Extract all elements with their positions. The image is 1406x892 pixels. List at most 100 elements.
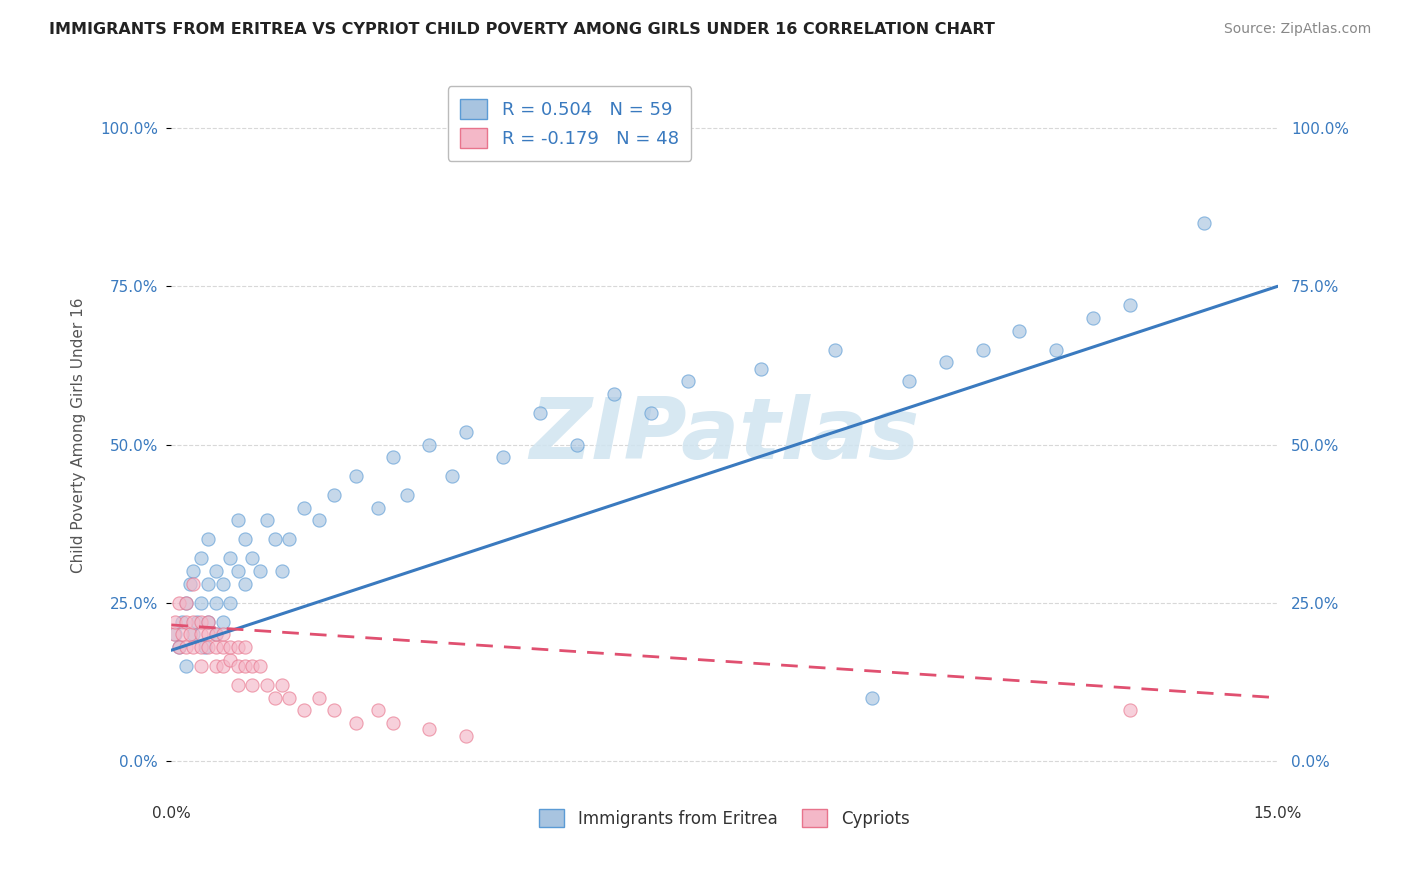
Point xyxy=(308,690,330,705)
Point xyxy=(183,576,205,591)
Point xyxy=(167,596,190,610)
Point xyxy=(219,653,242,667)
Point xyxy=(163,615,186,629)
Point xyxy=(226,640,249,654)
Point xyxy=(242,551,264,566)
Point xyxy=(381,716,404,731)
Point xyxy=(174,615,197,629)
Point xyxy=(1119,298,1142,312)
Point xyxy=(292,500,315,515)
Point xyxy=(1045,343,1067,357)
Point xyxy=(256,514,278,528)
Point xyxy=(492,450,515,465)
Point xyxy=(271,678,294,692)
Point xyxy=(174,640,197,654)
Point xyxy=(1083,310,1105,325)
Point xyxy=(190,659,212,673)
Point xyxy=(263,690,285,705)
Point xyxy=(249,659,271,673)
Point xyxy=(233,659,256,673)
Point xyxy=(162,627,184,641)
Point xyxy=(367,703,389,717)
Legend: Immigrants from Eritrea, Cypriots: Immigrants from Eritrea, Cypriots xyxy=(533,803,917,834)
Point xyxy=(204,564,226,578)
Point xyxy=(418,723,440,737)
Point xyxy=(676,374,699,388)
Point xyxy=(256,678,278,692)
Point xyxy=(322,703,344,717)
Point xyxy=(183,615,205,629)
Point xyxy=(204,659,226,673)
Point xyxy=(292,703,315,717)
Text: ZIPatlas: ZIPatlas xyxy=(529,393,920,476)
Point xyxy=(824,343,846,357)
Point xyxy=(242,659,264,673)
Point xyxy=(860,690,883,705)
Point xyxy=(212,576,235,591)
Point xyxy=(226,659,249,673)
Point xyxy=(233,533,256,547)
Point xyxy=(529,406,551,420)
Point xyxy=(1008,324,1031,338)
Point xyxy=(179,576,201,591)
Point xyxy=(396,488,419,502)
Point xyxy=(190,551,212,566)
Point xyxy=(183,640,205,654)
Point xyxy=(197,533,219,547)
Point xyxy=(456,425,478,439)
Point xyxy=(212,627,235,641)
Point xyxy=(751,361,773,376)
Point xyxy=(197,627,219,641)
Point xyxy=(204,627,226,641)
Point xyxy=(167,640,190,654)
Point xyxy=(278,690,301,705)
Point xyxy=(233,640,256,654)
Point xyxy=(271,564,294,578)
Point xyxy=(197,615,219,629)
Point xyxy=(249,564,271,578)
Point xyxy=(640,406,662,420)
Y-axis label: Child Poverty Among Girls Under 16: Child Poverty Among Girls Under 16 xyxy=(72,297,86,573)
Point xyxy=(183,564,205,578)
Point xyxy=(603,387,626,401)
Point xyxy=(565,437,588,451)
Point xyxy=(935,355,957,369)
Point xyxy=(456,729,478,743)
Point xyxy=(972,343,994,357)
Point xyxy=(190,615,212,629)
Point xyxy=(219,596,242,610)
Point xyxy=(204,596,226,610)
Point xyxy=(344,469,367,483)
Point xyxy=(174,596,197,610)
Point xyxy=(197,576,219,591)
Point xyxy=(174,659,197,673)
Point xyxy=(212,640,235,654)
Point xyxy=(897,374,920,388)
Point xyxy=(190,627,212,641)
Point xyxy=(440,469,463,483)
Point xyxy=(344,716,367,731)
Point xyxy=(226,678,249,692)
Point xyxy=(167,640,190,654)
Point xyxy=(278,533,301,547)
Point xyxy=(226,564,249,578)
Point xyxy=(172,615,194,629)
Point xyxy=(381,450,404,465)
Point xyxy=(163,627,186,641)
Point xyxy=(212,615,235,629)
Point xyxy=(308,514,330,528)
Point xyxy=(219,551,242,566)
Point xyxy=(226,514,249,528)
Point xyxy=(242,678,264,692)
Text: IMMIGRANTS FROM ERITREA VS CYPRIOT CHILD POVERTY AMONG GIRLS UNDER 16 CORRELATIO: IMMIGRANTS FROM ERITREA VS CYPRIOT CHILD… xyxy=(49,22,995,37)
Point xyxy=(418,437,440,451)
Point xyxy=(172,627,194,641)
Point xyxy=(186,615,208,629)
Point xyxy=(190,640,212,654)
Point xyxy=(219,640,242,654)
Point xyxy=(1192,216,1215,230)
Point xyxy=(190,596,212,610)
Text: Source: ZipAtlas.com: Source: ZipAtlas.com xyxy=(1223,22,1371,37)
Point xyxy=(179,627,201,641)
Point xyxy=(322,488,344,502)
